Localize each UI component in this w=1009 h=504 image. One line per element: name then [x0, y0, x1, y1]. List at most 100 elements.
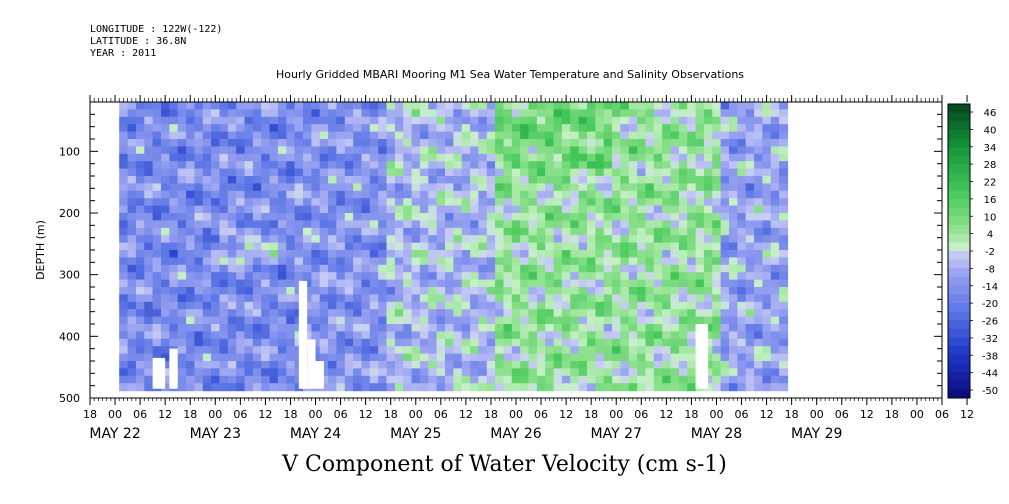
heatmap-cell [219, 301, 229, 310]
heatmap-cell [495, 183, 505, 192]
heatmap-cell [779, 368, 789, 377]
heatmap-cell [386, 116, 396, 125]
heatmap-cell [486, 153, 496, 162]
heatmap-cell [202, 131, 212, 140]
heatmap-cell [252, 131, 262, 140]
heatmap-cell [470, 383, 480, 392]
heatmap-cell [486, 331, 496, 340]
heatmap-cell [386, 227, 396, 236]
heatmap-cell [762, 294, 772, 303]
heatmap-cell [244, 294, 254, 303]
heatmap-cell [127, 383, 137, 392]
heatmap-cell [286, 316, 296, 325]
heatmap-cell [461, 287, 471, 295]
heatmap-cell [695, 131, 705, 140]
heatmap-cell [561, 139, 571, 147]
heatmap-cell [261, 368, 271, 377]
heatmap-cell [720, 213, 730, 221]
heatmap-cell [561, 383, 571, 392]
heatmap-cell [720, 368, 730, 377]
hour-tick-label: 06 [634, 408, 648, 421]
heatmap-cell [453, 220, 463, 229]
heatmap-cell [361, 338, 371, 347]
heatmap-cell [511, 116, 521, 125]
heatmap-cell [561, 198, 571, 207]
heatmap-cell [394, 198, 404, 207]
heatmap-cell [645, 368, 655, 377]
heatmap-cell [403, 168, 413, 177]
heatmap-cell [336, 205, 346, 214]
heatmap-cell [561, 375, 571, 384]
heatmap-cell [470, 338, 480, 347]
heatmap-cell [587, 131, 596, 140]
heatmap-cell [762, 213, 772, 221]
heatmap-cell [536, 124, 546, 133]
heatmap-cell [127, 168, 137, 177]
heatmap-cell [277, 287, 287, 295]
heatmap-cell [369, 346, 379, 355]
heatmap-cell [703, 183, 713, 192]
heatmap-cell [587, 235, 596, 244]
heatmap-cell [436, 183, 446, 192]
heatmap-cell [277, 309, 287, 318]
heatmap-cell [678, 168, 688, 177]
heatmap-cell [528, 205, 538, 214]
heatmap-cell [211, 324, 221, 332]
heatmap-cell [470, 294, 480, 303]
heatmap-cell [712, 109, 722, 118]
heatmap-cell [436, 220, 446, 229]
heatmap-cell [369, 213, 379, 221]
heatmap-cell [695, 124, 705, 133]
heatmap-cell [486, 375, 496, 384]
heatmap-cell [703, 146, 713, 155]
heatmap-cell [186, 331, 196, 340]
heatmap-cell [211, 250, 221, 258]
heatmap-cell [369, 331, 379, 340]
heatmap-cell [628, 338, 638, 347]
heatmap-cell [628, 309, 638, 318]
heatmap-cell [369, 220, 379, 229]
heatmap-cell [303, 309, 312, 318]
heatmap-cell [328, 264, 338, 273]
heatmap-cell [478, 279, 488, 288]
heatmap-cell [277, 272, 287, 281]
heatmap-cell [394, 205, 404, 214]
heatmap-cell [361, 375, 371, 384]
heatmap-cell [336, 250, 346, 258]
heatmap-cell [712, 139, 722, 147]
heatmap-cell [177, 116, 187, 125]
heatmap-cell [436, 227, 446, 236]
heatmap-cell [445, 227, 454, 236]
heatmap-cell [211, 353, 221, 362]
heatmap-cell [236, 235, 246, 244]
date-label: MAY 28 [691, 426, 742, 442]
heatmap-cell [219, 287, 229, 295]
heatmap-cell [328, 324, 338, 332]
heatmap-cell [703, 309, 713, 318]
heatmap-cell [536, 109, 546, 118]
heatmap-cell [344, 176, 354, 184]
heatmap-cell [503, 331, 513, 340]
heatmap-cell [570, 375, 580, 384]
heatmap-cell [369, 287, 379, 295]
heatmap-cell [269, 139, 279, 147]
heatmap-cell [428, 279, 438, 288]
heatmap-cell [545, 287, 555, 295]
hour-tick-label: 18 [384, 408, 398, 421]
heatmap-cell [419, 361, 429, 369]
heatmap-cell [645, 353, 655, 362]
hour-tick-label: 18 [885, 408, 899, 421]
heatmap-cell [311, 235, 321, 244]
heatmap-cell [712, 331, 722, 340]
heatmap-cell [612, 287, 622, 295]
heatmap-cell [386, 383, 396, 392]
heatmap-cell [670, 190, 680, 199]
heatmap-cell [419, 309, 429, 318]
heatmap-cell [428, 301, 438, 310]
heatmap-cell [394, 279, 404, 288]
heatmap-cell [754, 257, 764, 266]
heatmap-cell [595, 338, 605, 347]
colorbar-swatch [948, 233, 970, 243]
heatmap-cell [453, 139, 463, 147]
heatmap-cell [386, 294, 396, 303]
